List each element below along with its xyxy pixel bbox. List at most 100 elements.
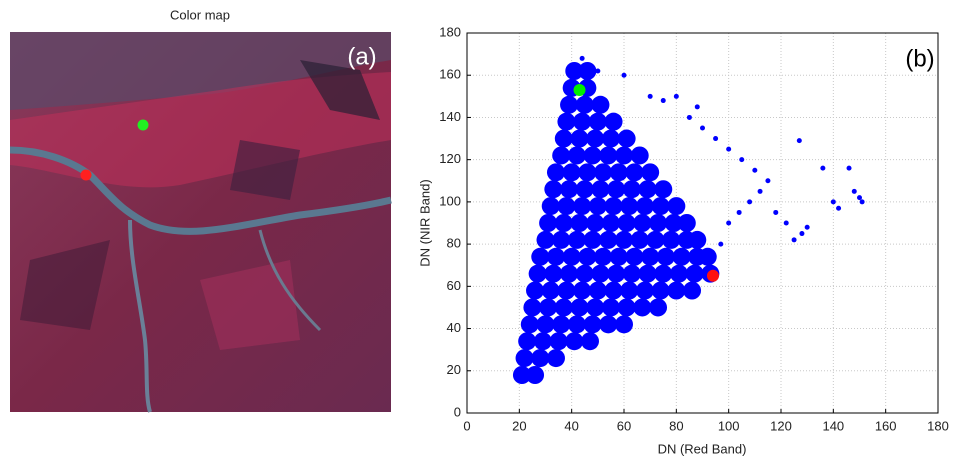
scatter-point bbox=[595, 68, 601, 74]
scatter-point bbox=[588, 281, 607, 300]
scatter-point bbox=[688, 230, 707, 249]
scatter-point bbox=[857, 195, 862, 201]
scatter-point bbox=[567, 230, 586, 249]
series bbox=[706, 269, 719, 282]
scatter-point bbox=[573, 197, 592, 216]
scatter-point bbox=[578, 247, 597, 266]
scatter-point bbox=[599, 146, 618, 165]
scatter-point bbox=[633, 298, 652, 317]
y-tick-label: 60 bbox=[447, 278, 461, 293]
scatter-point bbox=[694, 104, 700, 110]
y-tick-label: 80 bbox=[447, 236, 461, 251]
scatter-point bbox=[523, 298, 542, 317]
scatter-point bbox=[567, 146, 586, 165]
scatter-point bbox=[667, 281, 686, 300]
scatter-point bbox=[830, 199, 836, 205]
x-axis-label: DN (Red Band) bbox=[658, 441, 747, 456]
scatter-point bbox=[747, 199, 753, 205]
scatter-point bbox=[607, 180, 626, 199]
x-tick-label: 140 bbox=[822, 418, 844, 433]
scatter-point bbox=[667, 197, 686, 216]
scatter-point bbox=[570, 129, 589, 148]
scatter-point bbox=[570, 214, 589, 232]
scatter-point bbox=[586, 298, 605, 317]
scatter-point bbox=[580, 332, 599, 351]
scatter-point bbox=[583, 315, 602, 334]
scatter-point bbox=[765, 178, 771, 184]
scatter-point bbox=[591, 95, 610, 114]
scatter-point bbox=[578, 163, 597, 182]
scatter-point bbox=[662, 230, 681, 249]
scatter-point bbox=[630, 146, 649, 165]
scatter-point bbox=[796, 138, 802, 144]
scatter-point bbox=[739, 157, 745, 163]
scatter-point bbox=[773, 209, 779, 215]
x-tick-label: 60 bbox=[617, 418, 631, 433]
y-tick-label: 20 bbox=[447, 362, 461, 377]
scatter-point bbox=[718, 241, 724, 247]
scatter-point bbox=[591, 180, 610, 199]
scatter-point bbox=[726, 146, 732, 152]
scatter-point bbox=[638, 180, 657, 199]
scatter-point bbox=[638, 264, 657, 283]
scatter-point bbox=[660, 98, 666, 104]
scatter-point bbox=[562, 163, 581, 182]
scatter-point bbox=[726, 220, 732, 226]
scatter-point bbox=[567, 315, 586, 334]
panel-title: Color map bbox=[170, 7, 230, 22]
scatter-point bbox=[515, 349, 534, 368]
scatter-point bbox=[615, 146, 633, 165]
scatter-point bbox=[601, 214, 620, 232]
scatter-point bbox=[617, 298, 636, 317]
scatter-point bbox=[557, 197, 576, 216]
scatter-point bbox=[546, 349, 565, 368]
x-tick-label: 100 bbox=[718, 418, 740, 433]
scatter-point bbox=[586, 129, 605, 148]
scatter-point bbox=[706, 269, 719, 282]
scatter-point bbox=[575, 95, 594, 114]
scatter-point bbox=[799, 231, 805, 237]
scatter-point bbox=[560, 264, 579, 283]
scatter-point bbox=[541, 197, 560, 216]
scatter-point bbox=[583, 146, 602, 165]
scatter-point bbox=[791, 237, 797, 243]
scatter-point bbox=[649, 298, 668, 317]
scatter-point bbox=[546, 247, 565, 266]
scatter-point bbox=[641, 247, 660, 266]
scatter-point bbox=[622, 264, 641, 283]
scatter-point bbox=[620, 197, 639, 216]
scatter-point bbox=[562, 247, 581, 266]
y-tick-label: 100 bbox=[439, 193, 461, 208]
scatter-point bbox=[633, 214, 652, 232]
scatter-point bbox=[565, 62, 584, 80]
scatter-point bbox=[752, 167, 758, 173]
y-tick-label: 140 bbox=[439, 109, 461, 124]
scatter-point bbox=[526, 366, 545, 384]
scatter-point bbox=[604, 112, 623, 131]
scatter-point bbox=[565, 332, 584, 351]
scatter-point bbox=[573, 281, 592, 300]
scatter-point bbox=[609, 163, 628, 182]
panel-label: (b) bbox=[905, 45, 934, 72]
scatter-point bbox=[641, 163, 660, 182]
scatter-point bbox=[591, 264, 610, 283]
scatter-point bbox=[656, 247, 675, 266]
scatter-point bbox=[604, 281, 623, 300]
scatter-point bbox=[846, 165, 852, 171]
x-tick-label: 120 bbox=[770, 418, 792, 433]
scatter-point bbox=[672, 247, 691, 266]
scatter-point bbox=[554, 298, 573, 317]
scatter-point bbox=[804, 224, 810, 230]
scatter-point bbox=[604, 197, 623, 216]
scatter-point bbox=[536, 230, 555, 249]
x-tick-label: 0 bbox=[463, 418, 470, 433]
scatter-point bbox=[609, 247, 628, 266]
scatter-point bbox=[683, 281, 702, 300]
scatter-point bbox=[575, 264, 594, 283]
scatter-point bbox=[622, 180, 641, 199]
scatter-point bbox=[685, 264, 704, 283]
scatter-point bbox=[531, 349, 550, 368]
series bbox=[579, 55, 865, 247]
y-tick-label: 180 bbox=[439, 24, 461, 39]
scatter-point bbox=[573, 84, 586, 96]
